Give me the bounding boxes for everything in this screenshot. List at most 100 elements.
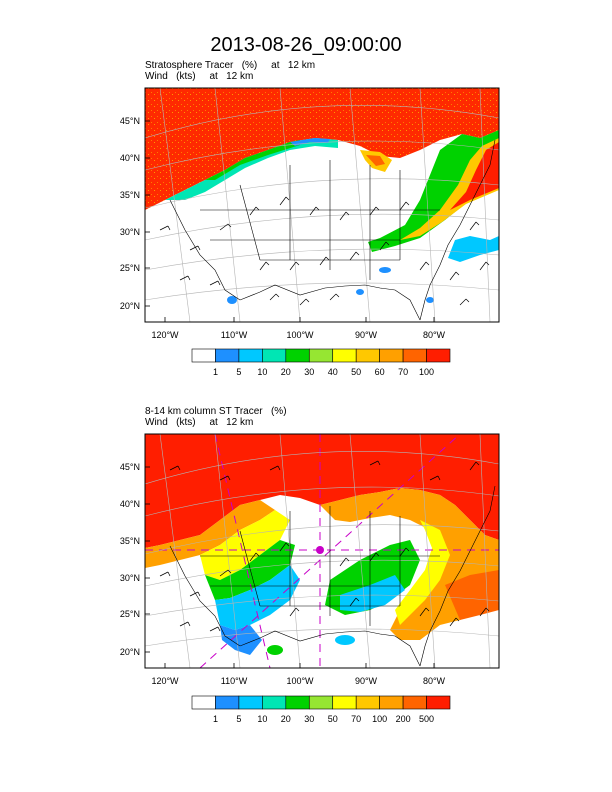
panel1-lat-label: 45°N bbox=[120, 116, 140, 126]
graticule bbox=[145, 434, 499, 668]
panel2-lon-label: 100°W bbox=[286, 676, 314, 686]
colorbar-swatch bbox=[379, 348, 404, 363]
panel2-field-label: 8-14 km column ST Tracer (%) bbox=[145, 406, 287, 417]
wind-barbs bbox=[159, 196, 490, 306]
colorbar-label: 20 bbox=[281, 714, 291, 724]
panel2-lon-label: 120°W bbox=[151, 676, 179, 686]
colorbar-label: 10 bbox=[257, 714, 267, 724]
colorbar-label: 5 bbox=[236, 367, 241, 377]
tracer-blob-2 bbox=[356, 289, 364, 295]
panel2-lon-label: 90°W bbox=[355, 676, 378, 686]
colorbar-label: 60 bbox=[375, 367, 385, 377]
column-band-yellow bbox=[200, 510, 290, 580]
colorbar-swatch bbox=[426, 695, 451, 710]
colorbar-swatch bbox=[379, 695, 404, 710]
colorbar-label: 20 bbox=[281, 367, 291, 377]
colorbar-swatch bbox=[215, 348, 240, 363]
colorbar-swatch bbox=[191, 348, 216, 363]
colorbar-swatch bbox=[332, 695, 357, 710]
panel1-lat-label: 30°N bbox=[120, 227, 140, 237]
column-blob-1 bbox=[335, 635, 355, 645]
tracer-band-green bbox=[205, 140, 300, 180]
panel2-ticks bbox=[145, 466, 435, 668]
panel1-lat-label: 40°N bbox=[120, 153, 140, 163]
colorbar-swatch bbox=[308, 348, 334, 363]
colorbar-label: 1 bbox=[213, 714, 218, 724]
tracer-lakes-yellow bbox=[360, 150, 392, 172]
panel2-lat-label: 25°N bbox=[120, 609, 140, 619]
colorbar-swatch bbox=[215, 695, 240, 710]
tracer-blob-4 bbox=[426, 297, 434, 303]
colorbar-label: 1 bbox=[213, 367, 218, 377]
panel2-lat-label: 30°N bbox=[120, 573, 140, 583]
stratosphere-tracer-high-region bbox=[145, 88, 499, 210]
colorbar-label: 200 bbox=[396, 714, 411, 724]
panel2-lat-label: 20°N bbox=[120, 647, 140, 657]
colorbar-label: 70 bbox=[351, 714, 361, 724]
colorbar-swatch bbox=[285, 695, 310, 710]
colorbar-label: 10 bbox=[257, 367, 267, 377]
column-atlantic-orange bbox=[445, 570, 499, 620]
panel2-lon-label: 110°W bbox=[221, 676, 248, 686]
graticule bbox=[145, 88, 499, 322]
column-east-orange bbox=[320, 488, 499, 640]
tracer-band-blue bbox=[290, 138, 330, 146]
panel1-lat-label: 25°N bbox=[120, 263, 140, 273]
panel1-lon-label: 100°W bbox=[286, 330, 314, 340]
panel1-ticks bbox=[145, 120, 435, 322]
tracer-blob-3 bbox=[379, 267, 391, 273]
panel2-colorbar: 1 5 10 20 30 50 70 100 200 500 bbox=[191, 695, 451, 724]
colorbar-label: 70 bbox=[398, 367, 408, 377]
panel1-lon-label: 110°W bbox=[221, 330, 248, 340]
coastlines bbox=[169, 485, 496, 667]
panel1-lon-label: 90°W bbox=[355, 330, 378, 340]
colorbar-label: 30 bbox=[304, 714, 314, 724]
colorbar-swatch bbox=[238, 348, 263, 363]
panel1-field-label: Stratosphere Tracer (%) at 12 km bbox=[145, 60, 316, 71]
tracer-eastcoast-green bbox=[368, 130, 499, 252]
tracer-eastcoast-red bbox=[450, 142, 499, 210]
colorbar-swatch bbox=[262, 695, 287, 710]
wind-barbs bbox=[159, 460, 490, 632]
panel2-lat-label: 35°N bbox=[120, 536, 140, 546]
cross-section-lines bbox=[145, 434, 499, 668]
column-band-blue bbox=[220, 625, 262, 655]
panel1-lon-label: 80°W bbox=[423, 330, 446, 340]
panel1-wind-label: Wind (kts) at 12 km bbox=[145, 71, 254, 82]
column-tracer-high-region bbox=[145, 434, 499, 548]
column-band-orange bbox=[145, 500, 275, 568]
colorbar-swatch bbox=[355, 695, 380, 710]
tracer-blob-1 bbox=[227, 296, 237, 304]
colorbar-label: 50 bbox=[328, 714, 338, 724]
colorbar-swatch bbox=[402, 695, 427, 710]
column-band-green bbox=[205, 540, 295, 600]
panel1-frame bbox=[144, 87, 500, 323]
colorbar-label: 100 bbox=[372, 714, 387, 724]
panel2-lat-label: 40°N bbox=[120, 499, 140, 509]
tracer-eastcoast-yellow bbox=[400, 138, 499, 240]
colorbar-swatch bbox=[402, 348, 427, 363]
figure-title: 2013-08-26_09:00:00 bbox=[210, 34, 402, 56]
tracer-atlantic-cyan bbox=[448, 236, 499, 262]
colorbar-label: 50 bbox=[351, 367, 361, 377]
colorbar-swatch bbox=[191, 695, 216, 710]
colorbar-swatch bbox=[355, 348, 380, 363]
colorbar-label: 30 bbox=[304, 367, 314, 377]
colorbar-swatch bbox=[285, 348, 310, 363]
coastlines bbox=[169, 139, 496, 321]
column-hole bbox=[286, 520, 314, 540]
column-band-cyan bbox=[215, 565, 300, 630]
tracer-lakes-orange bbox=[366, 155, 385, 166]
colorbar-label: 40 bbox=[328, 367, 338, 377]
panel1-colorbar: 1 5 10 20 30 40 50 60 70 100 bbox=[191, 348, 451, 377]
panel2-wind-label: Wind (kts) at 12 km bbox=[145, 417, 254, 428]
panel2-frame bbox=[144, 433, 500, 669]
colorbar-label: 500 bbox=[419, 714, 434, 724]
column-east-yellow bbox=[395, 520, 450, 625]
column-gulf-cyan bbox=[340, 575, 405, 612]
panel2-lon-label: 80°W bbox=[423, 676, 446, 686]
colorbar-label: 5 bbox=[236, 714, 241, 724]
panel2-lat-label: 45°N bbox=[120, 462, 140, 472]
panel1-lon-label: 120°W bbox=[151, 330, 179, 340]
